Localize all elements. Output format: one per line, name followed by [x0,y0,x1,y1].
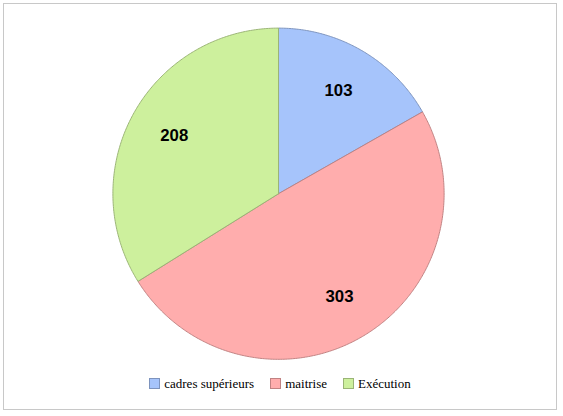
html-text:maitrise: maitrise [285,376,327,391]
html-text:cadres supérieurs: cadres supérieurs [164,376,255,391]
svg-text:208: 208 [160,126,188,145]
svg-text:303: 303 [326,287,354,306]
svg-text:103: 103 [324,81,352,100]
html-text:Exécution: Exécution [358,376,411,391]
